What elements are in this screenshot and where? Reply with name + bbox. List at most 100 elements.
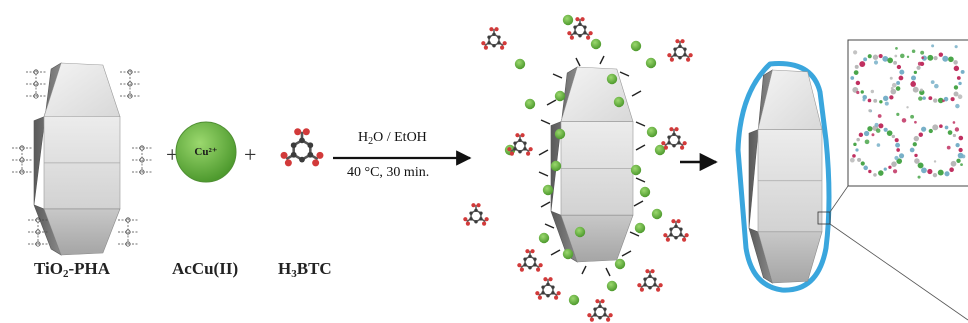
cu-ion-sphere: Cu²⁺ [175, 121, 237, 183]
oxygen-atom [675, 39, 680, 44]
framework-atom [868, 169, 872, 174]
carbon-atom [523, 141, 527, 145]
framework-atom [860, 90, 864, 94]
framework-atom [849, 157, 855, 163]
framework-atom [871, 133, 875, 137]
surface-ligand [635, 177, 646, 183]
framework-atom [932, 172, 938, 178]
framework-atom [878, 53, 883, 59]
framework-atom [894, 138, 899, 143]
framework-atom [916, 65, 921, 70]
carbon-atom [578, 22, 582, 27]
carbon-atom [487, 41, 491, 45]
framework-atom [900, 53, 905, 59]
framework-atom [931, 44, 935, 48]
framework-atom [863, 165, 868, 171]
carbon-atom [546, 282, 550, 287]
framework-atom [859, 61, 866, 68]
framework-atom [896, 81, 901, 85]
carbon-atom [469, 211, 473, 215]
h3btc-label: H3BTC [278, 259, 332, 280]
carbon-atom [653, 283, 657, 287]
framework-atom [932, 124, 939, 131]
btc-linker [517, 249, 543, 272]
framework-atom [954, 127, 960, 132]
oxygen-atom [471, 203, 476, 208]
framework-atom [855, 80, 861, 86]
carbon-atom [528, 254, 532, 259]
framework-atom [894, 54, 898, 58]
carbon-atom [677, 135, 681, 139]
framework-atom [894, 155, 899, 161]
carbon-atom [583, 25, 587, 29]
carbon-atom [523, 147, 527, 151]
carbon-atom [578, 33, 582, 38]
oxygen-atom [463, 217, 468, 222]
framework-atom [948, 56, 954, 63]
cu-ion-dot [639, 186, 651, 198]
framework-atom [870, 89, 875, 94]
btc-linker [637, 269, 663, 292]
carbon-atom [679, 227, 683, 231]
plus-sign-2: + [244, 142, 256, 167]
btc-linker [667, 39, 693, 62]
carbon-atom [487, 35, 491, 39]
framework-atom [933, 98, 938, 103]
btc-linker-molecules [463, 17, 693, 322]
framework-atom [873, 173, 877, 177]
oxygen-atom [658, 283, 663, 288]
oxygen-atom [674, 127, 679, 132]
framework-atom [852, 154, 856, 158]
oxygen-atom [595, 299, 600, 304]
framework-atom [954, 45, 958, 49]
framework-atom [890, 88, 897, 95]
carbon-atom [290, 142, 297, 149]
carbon-atom [643, 277, 647, 281]
framework-atom [961, 154, 966, 159]
framework-atom [890, 86, 894, 90]
oxygen-atom [645, 269, 650, 274]
carbon-atom [683, 47, 687, 51]
cu-ion-dot [613, 96, 625, 108]
framework-atom [933, 160, 937, 163]
cu-ion-dot [554, 90, 566, 102]
btc-linker [481, 27, 507, 50]
framework-atom [850, 76, 855, 80]
framework-atom [888, 165, 892, 169]
carbon-atom [667, 141, 671, 145]
oxygen-atom [667, 53, 672, 58]
framework-atom [889, 76, 893, 80]
framework-atom [867, 54, 872, 59]
framework-atom [896, 64, 902, 70]
framework-atom [933, 56, 938, 61]
framework-atom [918, 132, 923, 137]
framework-atom [960, 69, 965, 74]
framework-atom [913, 135, 919, 142]
surface-ligand [575, 57, 581, 67]
carbon-atom [673, 53, 677, 57]
plus-sign-1: + [166, 142, 178, 167]
framework-atom [938, 52, 944, 57]
cu-ion-dot [630, 40, 642, 52]
carbon-atom [598, 304, 602, 309]
carbon-atom [667, 135, 671, 139]
framework-atom [937, 97, 944, 104]
framework-atom [896, 148, 900, 152]
framework-atom [939, 124, 943, 129]
carbon-atom [677, 141, 681, 145]
framework-atom [854, 64, 859, 69]
framework-atom [860, 161, 865, 166]
carbon-atom [492, 32, 496, 37]
oxygen-atom [507, 147, 512, 152]
framework-atom [947, 130, 953, 135]
carbon-atom [513, 141, 517, 145]
oxygen-atom [600, 299, 605, 304]
framework-atom [883, 127, 888, 132]
surface-ligand [538, 171, 549, 177]
carbon-atom [669, 233, 673, 237]
carbon-atom [573, 25, 577, 29]
framework-atom [934, 83, 939, 89]
framework-atom [878, 123, 884, 129]
core-shell-crystal [735, 61, 832, 293]
framework-atom [877, 114, 882, 118]
